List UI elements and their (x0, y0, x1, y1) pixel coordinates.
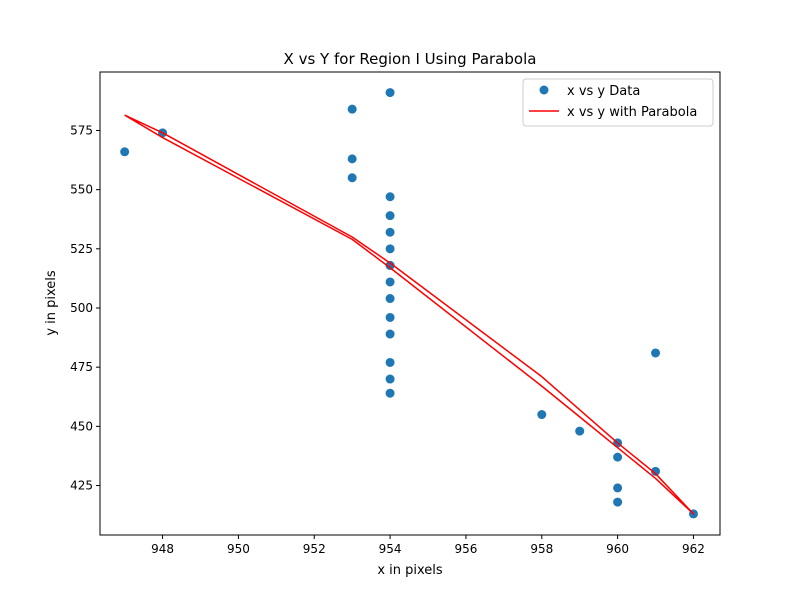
legend: x vs y Data x vs y with Parabola (522, 78, 714, 127)
plot-area (120, 88, 698, 519)
data-point (385, 227, 395, 237)
data-point (347, 173, 357, 183)
legend-label-parabola: x vs y with Parabola (567, 105, 697, 120)
x-tick-label: 948 (151, 542, 174, 556)
legend-scatter-marker (539, 85, 549, 95)
y-tick-label: 450 (70, 419, 93, 433)
data-point (347, 154, 357, 164)
data-point (385, 388, 395, 398)
legend-label-data: x vs y Data (567, 84, 640, 99)
x-tick-label: 960 (606, 542, 629, 556)
data-point (347, 104, 357, 114)
data-point (385, 277, 395, 287)
data-point (385, 260, 395, 270)
data-point (651, 466, 661, 476)
parabola-fit-line (124, 114, 695, 515)
data-point (385, 211, 395, 221)
x-tick-label: 950 (227, 542, 250, 556)
y-tick-label: 425 (70, 479, 93, 493)
data-point (613, 452, 623, 462)
y-tick-label: 550 (70, 183, 93, 197)
axis-ticks: 948 950 952 954 956 958 960 962 425 450 475 500 525 5… (70, 123, 705, 556)
data-point (651, 348, 661, 358)
data-point (120, 147, 130, 157)
data-point (385, 374, 395, 384)
data-point (385, 357, 395, 367)
x-tick-label: 956 (454, 542, 477, 556)
data-point (385, 192, 395, 202)
data-point (385, 244, 395, 254)
x-tick-label: 958 (530, 542, 553, 556)
chart-title: X vs Y for Region I Using Parabola (284, 50, 537, 68)
data-point (385, 88, 395, 98)
plot-frame (99, 71, 721, 536)
data-point (385, 329, 395, 339)
data-point (537, 410, 547, 420)
x-tick-label: 954 (379, 542, 402, 556)
data-point (613, 483, 623, 493)
data-point (385, 294, 395, 304)
legend-box (522, 78, 714, 127)
y-tick-label: 500 (70, 301, 93, 315)
x-axis-label: x in pixels (377, 563, 443, 578)
data-point (385, 312, 395, 322)
x-tick-label: 962 (682, 542, 705, 556)
data-point (575, 426, 585, 436)
y-tick-label: 575 (70, 123, 93, 137)
y-tick-label: 475 (70, 360, 93, 374)
x-tick-label: 952 (303, 542, 326, 556)
data-point (613, 497, 623, 507)
y-axis-label: y in pixels (44, 270, 59, 336)
y-tick-label: 525 (70, 242, 93, 256)
